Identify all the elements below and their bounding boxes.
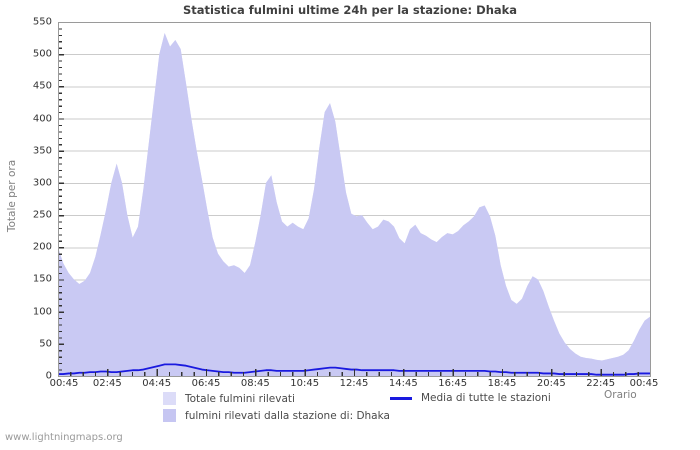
legend-label-station: fulmini rilevati dalla stazione di: Dhak… (185, 409, 390, 422)
x-tick-label-4: 08:45 (240, 378, 270, 389)
x-tick-label-2: 04:45 (142, 378, 172, 389)
chart-legend: Totale fulmini rilevati fulmini rilevati… (0, 392, 700, 426)
x-tick-label-5: 10:45 (290, 378, 320, 389)
x-tick-label-10: 20:45 (536, 378, 566, 389)
legend-item-station[interactable]: fulmini rilevati dalla stazione di: Dhak… (163, 409, 390, 422)
x-tick-label-3: 06:45 (191, 378, 221, 389)
y-tick-label-400: 400 (32, 113, 52, 125)
y-tick-label-300: 300 (32, 177, 52, 189)
x-tick-label-0: 00:45 (49, 378, 79, 389)
legend-label-total: Totale fulmini rilevati (185, 392, 295, 405)
legend-line-average (390, 396, 412, 400)
legend-swatch-total (163, 392, 176, 405)
chart-title: Statistica fulmini ultime 24h per la sta… (182, 3, 518, 17)
x-tick-label-8: 16:45 (438, 378, 468, 389)
series-area-station (58, 32, 650, 376)
x-tick-label-7: 14:45 (388, 378, 418, 389)
legend-label-average: Media di tutte le stazioni (421, 392, 551, 404)
y-tick-label-50: 50 (39, 338, 52, 350)
legend-item-total[interactable]: Totale fulmini rilevati (163, 392, 295, 405)
y-tick-label-250: 250 (32, 209, 52, 221)
legend-swatch-station (163, 409, 176, 422)
y-tick-label-350: 350 (32, 145, 52, 157)
x-tick-label-9: 18:45 (487, 378, 517, 389)
x-tick-label-12: 00:45 (629, 378, 659, 389)
x-tick-label-6: 12:45 (339, 378, 369, 389)
y-tick-label-100: 100 (32, 306, 52, 318)
x-tick-label-1: 02:45 (92, 378, 122, 389)
legend-item-average[interactable]: Media di tutte le stazioni (390, 392, 551, 404)
x-tick-label-11: 22:45 (586, 378, 616, 389)
plot-frame (58, 22, 651, 377)
watermark: www.lightningmaps.org (5, 432, 123, 443)
y-tick-label-450: 450 (32, 80, 52, 92)
y-tick-label-200: 200 (32, 241, 52, 253)
x-axis-title: Orario (604, 389, 637, 401)
y-tick-label-500: 500 (32, 48, 52, 60)
y-tick-label-0: 0 (45, 370, 52, 382)
y-tick-label-150: 150 (32, 273, 52, 285)
y-axis-tick-labels: 0 50 100 150 200 250 300 350 400 450 500 550 (0, 0, 52, 450)
y-tick-label-550: 550 (32, 16, 52, 28)
